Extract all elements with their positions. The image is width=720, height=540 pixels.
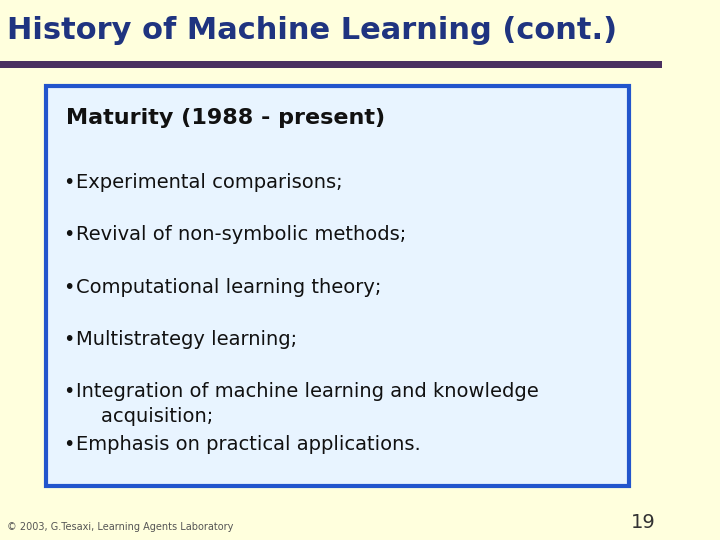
Text: Computational learning theory;: Computational learning theory; <box>76 278 382 296</box>
FancyBboxPatch shape <box>46 86 629 486</box>
Bar <box>0 61 662 68</box>
Text: Multistrategy learning;: Multistrategy learning; <box>76 330 297 349</box>
Text: •: • <box>63 382 74 401</box>
Text: Emphasis on practical applications.: Emphasis on practical applications. <box>76 435 421 454</box>
Text: Experimental comparisons;: Experimental comparisons; <box>76 173 343 192</box>
Text: Revival of non-symbolic methods;: Revival of non-symbolic methods; <box>76 225 406 244</box>
Text: •: • <box>63 435 74 454</box>
Text: 19: 19 <box>631 513 656 532</box>
Text: •: • <box>63 173 74 192</box>
Text: Maturity (1988 - present): Maturity (1988 - present) <box>66 108 385 128</box>
Text: © 2003, G.Tesaxi, Learning Agents Laboratory: © 2003, G.Tesaxi, Learning Agents Labora… <box>6 522 233 532</box>
Text: •: • <box>63 225 74 244</box>
Text: •: • <box>63 278 74 296</box>
Text: •: • <box>63 330 74 349</box>
Text: History of Machine Learning (cont.): History of Machine Learning (cont.) <box>6 16 617 45</box>
Text: Integration of machine learning and knowledge
    acquisition;: Integration of machine learning and know… <box>76 382 539 426</box>
